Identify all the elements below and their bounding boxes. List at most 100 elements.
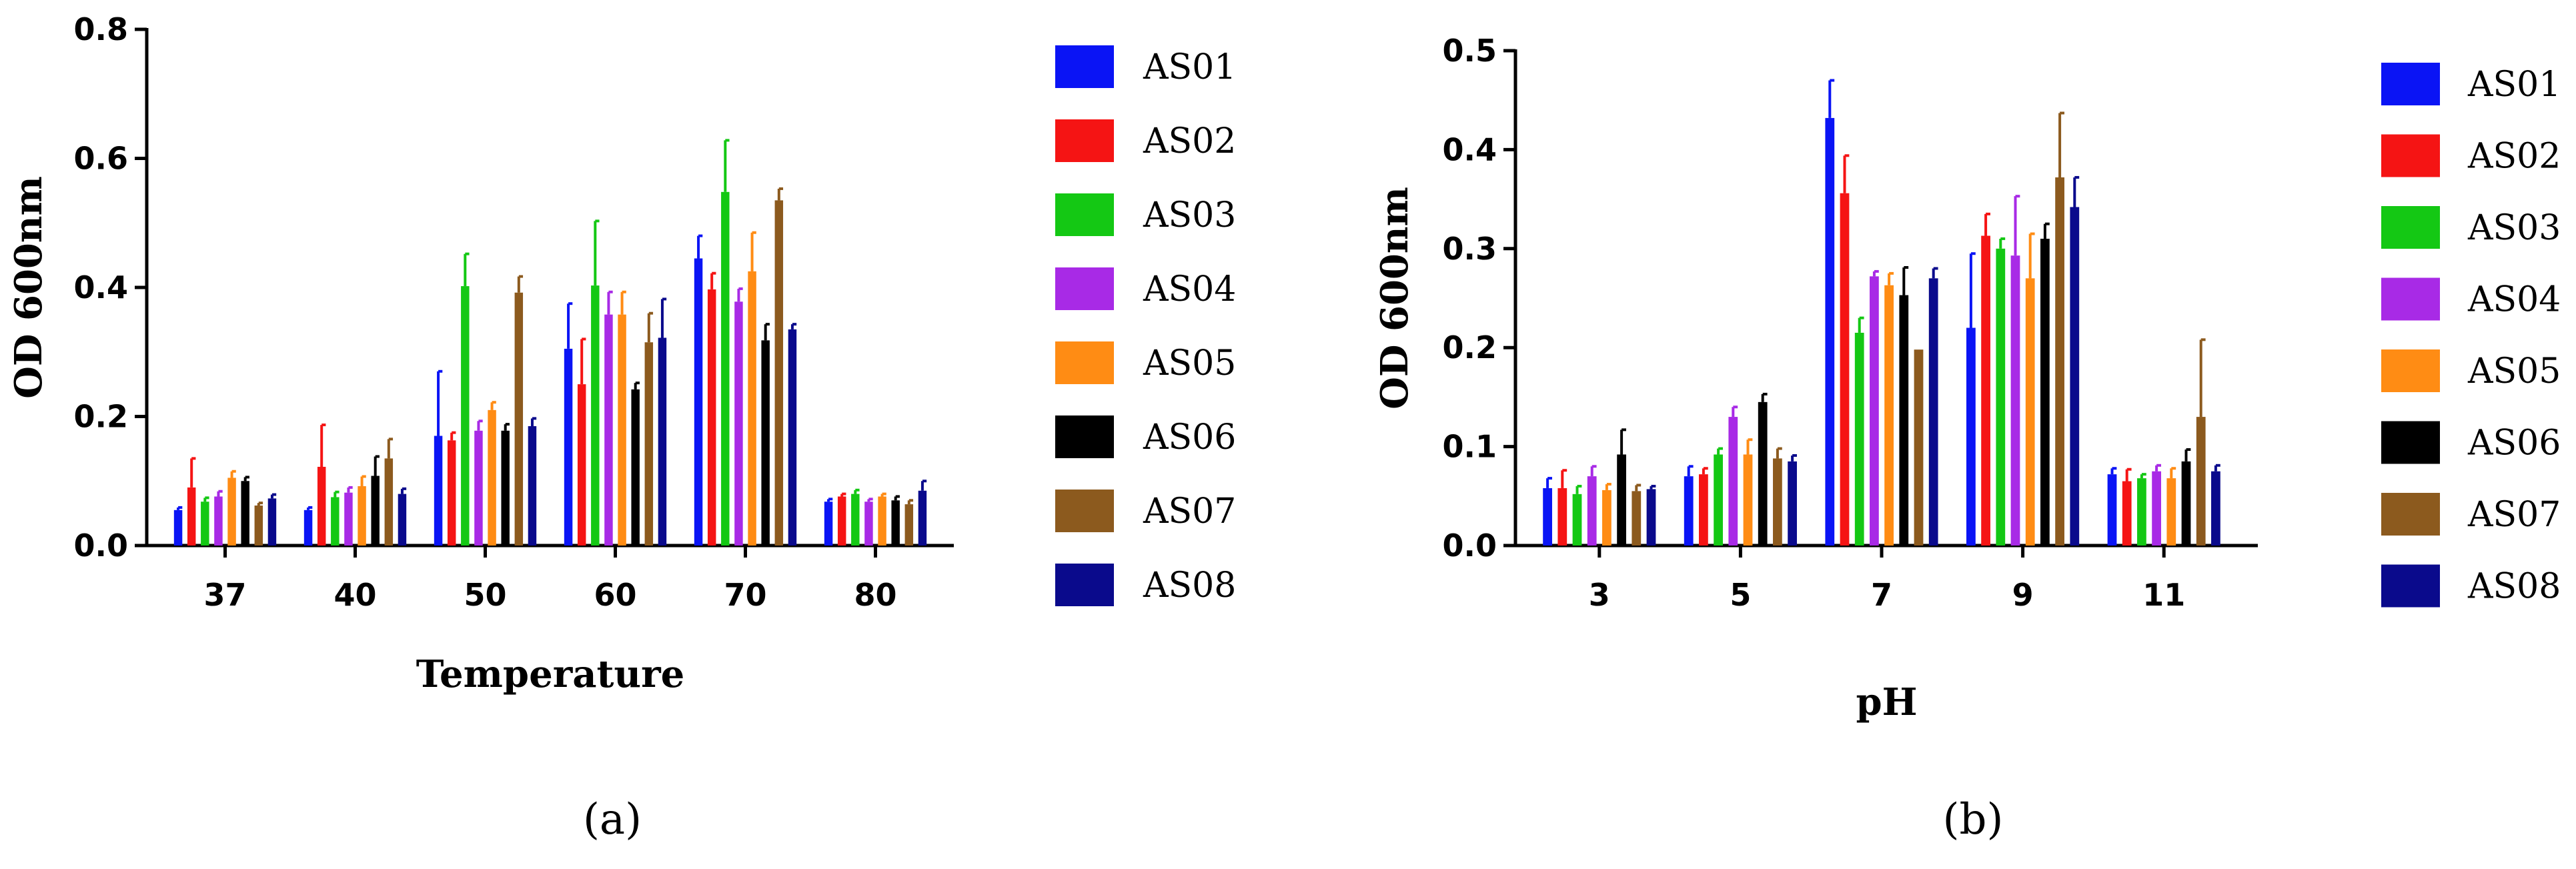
chart-b-ytick-label: 0.3: [1443, 231, 1497, 267]
chart-b-x-axis-title: pH: [1856, 680, 1917, 724]
chart-b-bar: [1617, 454, 1626, 546]
chart-a-bar: [721, 191, 730, 546]
chart-a-bar: [631, 389, 640, 546]
chart-b-ytick-label: 0.5: [1443, 33, 1497, 69]
chart-b-bar: [1646, 489, 1656, 546]
chart-a-bar: [254, 506, 263, 546]
chart-a-xtick-label: 70: [724, 577, 766, 613]
chart-a-legend-swatch: [1055, 564, 1114, 606]
chart-a-bar: [864, 502, 873, 546]
chart-a-bar: [618, 314, 626, 546]
chart-b-legend-swatch: [2381, 349, 2440, 392]
chart-b-bar: [1825, 117, 1835, 546]
chart-a-bar: [214, 496, 223, 546]
chart-a-ytick-label: 0.0: [74, 528, 129, 564]
chart-b-ytick-label: 0.4: [1443, 131, 1497, 167]
chart-b-legend-label: AS04: [2467, 280, 2561, 320]
chart-a-bar: [358, 486, 366, 546]
chart-b-legend-label: AS07: [2467, 495, 2561, 535]
chart-a-legend-label: AS01: [1143, 47, 1236, 87]
chart-b-bar: [1543, 488, 1552, 546]
chart-a-bar: [371, 476, 380, 546]
chart-b-ytick-label: 0.1: [1443, 429, 1497, 465]
chart-a-bar: [514, 292, 524, 546]
chart-b-ytick-label: 0.2: [1443, 329, 1497, 365]
chart-a-bar: [528, 426, 537, 546]
chart-b-xtick-label: 11: [2142, 577, 2185, 613]
chart-a-bar: [837, 496, 846, 546]
chart-a-legend-swatch: [1055, 119, 1114, 162]
chart-b-bar: [2055, 177, 2064, 546]
chart-b-bar: [2040, 238, 2050, 546]
chart-b-legend-label: AS02: [2467, 137, 2561, 177]
chart-a-ytick-label: 0.2: [74, 399, 129, 435]
chart-b-bar: [2122, 481, 2132, 546]
chart-a-bar: [344, 492, 353, 546]
chart-a-bar: [173, 510, 183, 546]
chart-a-bar: [201, 502, 209, 546]
chart-a-bar: [501, 430, 510, 546]
chart-a-legend-label: AS06: [1143, 417, 1236, 458]
chart-a-bar: [658, 337, 667, 546]
chart-b-bar: [2010, 255, 2020, 546]
chart-b-bar: [1684, 476, 1694, 546]
chart-b-bar: [1714, 454, 1723, 546]
chart-a-y-axis-title: OD 600nm: [7, 176, 51, 399]
chart-a-legend-label: AS05: [1143, 343, 1236, 383]
chart-a-bar: [788, 329, 797, 546]
chart-b-bar: [2152, 471, 2161, 546]
chart-a-bar: [761, 340, 770, 546]
chart-a-xtick-label: 60: [594, 577, 636, 613]
chart-b-legend-swatch: [2381, 421, 2440, 464]
chart-b-bar: [1728, 417, 1738, 546]
chart-a-x-axis-title: Temperature: [416, 652, 684, 696]
chart-b-bar: [1773, 458, 1782, 546]
chart-a-bar: [241, 481, 249, 546]
chart-b-bar: [1899, 295, 1909, 546]
chart-a-bar: [734, 301, 743, 546]
chart-a-bar: [447, 440, 456, 546]
chart-a-bar: [707, 289, 716, 546]
chart-a-legend-swatch: [1055, 341, 1114, 384]
chart-b-bar: [1632, 491, 1642, 546]
chart-b-bar: [1743, 454, 1753, 546]
chart-a-legend-label: AS03: [1143, 195, 1236, 235]
chart-a-bar: [303, 510, 313, 546]
chart-b-bar: [1981, 235, 1990, 546]
chart-a-legend-label: AS02: [1143, 121, 1236, 161]
chart-b-bar: [1966, 327, 1976, 546]
chart-b-bar: [1914, 349, 1924, 546]
chart-a-legend-swatch: [1055, 193, 1114, 236]
chart-a-xtick-label: 40: [334, 577, 376, 613]
chart-a-panel-label: (a): [583, 795, 642, 844]
chart-a-bar: [851, 494, 860, 546]
chart-b-legend-swatch: [2381, 493, 2440, 536]
chart-a-bar: [488, 409, 496, 546]
chart-a-ytick-label: 0.8: [74, 11, 129, 47]
chart-b-bar: [1788, 461, 1797, 546]
chart-a-bar: [474, 430, 483, 546]
chart-b-bar: [1870, 276, 1879, 546]
chart-b-bar: [2196, 417, 2206, 546]
chart-b-bar: [2181, 461, 2191, 546]
chart-b-bar: [2070, 207, 2080, 546]
chart-a-xtick-label: 37: [203, 577, 246, 613]
chart-a-bar: [591, 285, 600, 546]
chart-b-legend-swatch: [2381, 63, 2440, 105]
chart-a-legend-swatch: [1055, 267, 1114, 310]
chart-a-legend-swatch: [1055, 45, 1114, 88]
chart-a-xtick-label: 50: [464, 577, 506, 613]
chart-b-bar: [2211, 471, 2220, 546]
chart-a-bar: [384, 458, 394, 546]
chart-b-legend-label: AS03: [2467, 208, 2561, 248]
chart-b-bar: [1996, 248, 2006, 546]
chart-a-bar: [774, 200, 784, 546]
chart-b-bar: [2107, 474, 2117, 546]
chart-b-bar: [2025, 278, 2035, 546]
chart-b-bar: [1758, 401, 1768, 546]
chart-a-legend-swatch: [1055, 490, 1114, 532]
chart-a-ytick-label: 0.4: [74, 269, 129, 305]
chart-b-bar: [2166, 478, 2176, 546]
chart-b-y-axis-title: OD 600nm: [1373, 187, 1417, 409]
